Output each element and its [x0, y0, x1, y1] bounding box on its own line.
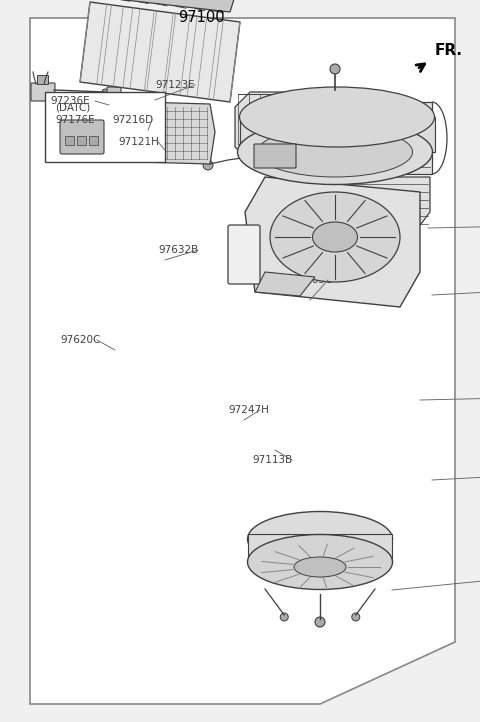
Ellipse shape	[257, 127, 412, 177]
Polygon shape	[135, 102, 215, 164]
Polygon shape	[80, 2, 240, 102]
Text: 97216D: 97216D	[112, 115, 153, 125]
Circle shape	[280, 613, 288, 621]
Text: FR.: FR.	[434, 43, 462, 58]
Bar	[45, 92, 165, 162]
FancyBboxPatch shape	[104, 102, 124, 118]
Text: 97105C: 97105C	[292, 275, 332, 285]
Bar	[130, 138, 140, 150]
Polygon shape	[255, 272, 315, 296]
FancyBboxPatch shape	[107, 87, 121, 101]
Bar	[240, 117, 435, 152]
FancyBboxPatch shape	[31, 83, 55, 101]
Bar	[77, 136, 86, 145]
FancyBboxPatch shape	[228, 225, 260, 284]
Text: 97176E: 97176E	[55, 115, 95, 125]
Circle shape	[203, 160, 213, 170]
Bar	[248, 534, 392, 562]
Text: 97620C: 97620C	[60, 335, 100, 345]
FancyBboxPatch shape	[37, 76, 48, 84]
Circle shape	[102, 89, 108, 95]
Text: 97121H: 97121H	[118, 137, 159, 147]
Text: (DATC): (DATC)	[55, 102, 90, 112]
Bar	[112, 117, 116, 122]
Ellipse shape	[312, 222, 358, 252]
Bar	[89, 136, 98, 145]
Text: 97632B: 97632B	[158, 245, 198, 255]
Ellipse shape	[248, 534, 393, 589]
Polygon shape	[305, 102, 432, 174]
Text: 97123E: 97123E	[155, 80, 194, 90]
Polygon shape	[295, 177, 430, 232]
Polygon shape	[55, 0, 235, 12]
Text: 97100: 97100	[178, 10, 225, 25]
Ellipse shape	[270, 192, 400, 282]
Circle shape	[352, 613, 360, 621]
Circle shape	[330, 64, 340, 74]
Bar	[117, 117, 121, 122]
Text: 97247H: 97247H	[228, 405, 269, 415]
Bar	[107, 117, 111, 122]
Circle shape	[315, 617, 325, 627]
Ellipse shape	[294, 557, 346, 577]
Polygon shape	[30, 18, 455, 704]
Text: 97236E: 97236E	[50, 96, 90, 106]
Polygon shape	[235, 92, 345, 162]
FancyBboxPatch shape	[254, 144, 296, 168]
FancyBboxPatch shape	[60, 120, 104, 154]
Bar	[130, 112, 140, 124]
Ellipse shape	[238, 120, 432, 185]
Polygon shape	[245, 177, 420, 307]
Ellipse shape	[240, 87, 434, 147]
Text: 97113B: 97113B	[252, 455, 292, 465]
Ellipse shape	[248, 511, 393, 567]
Bar	[65, 136, 74, 145]
